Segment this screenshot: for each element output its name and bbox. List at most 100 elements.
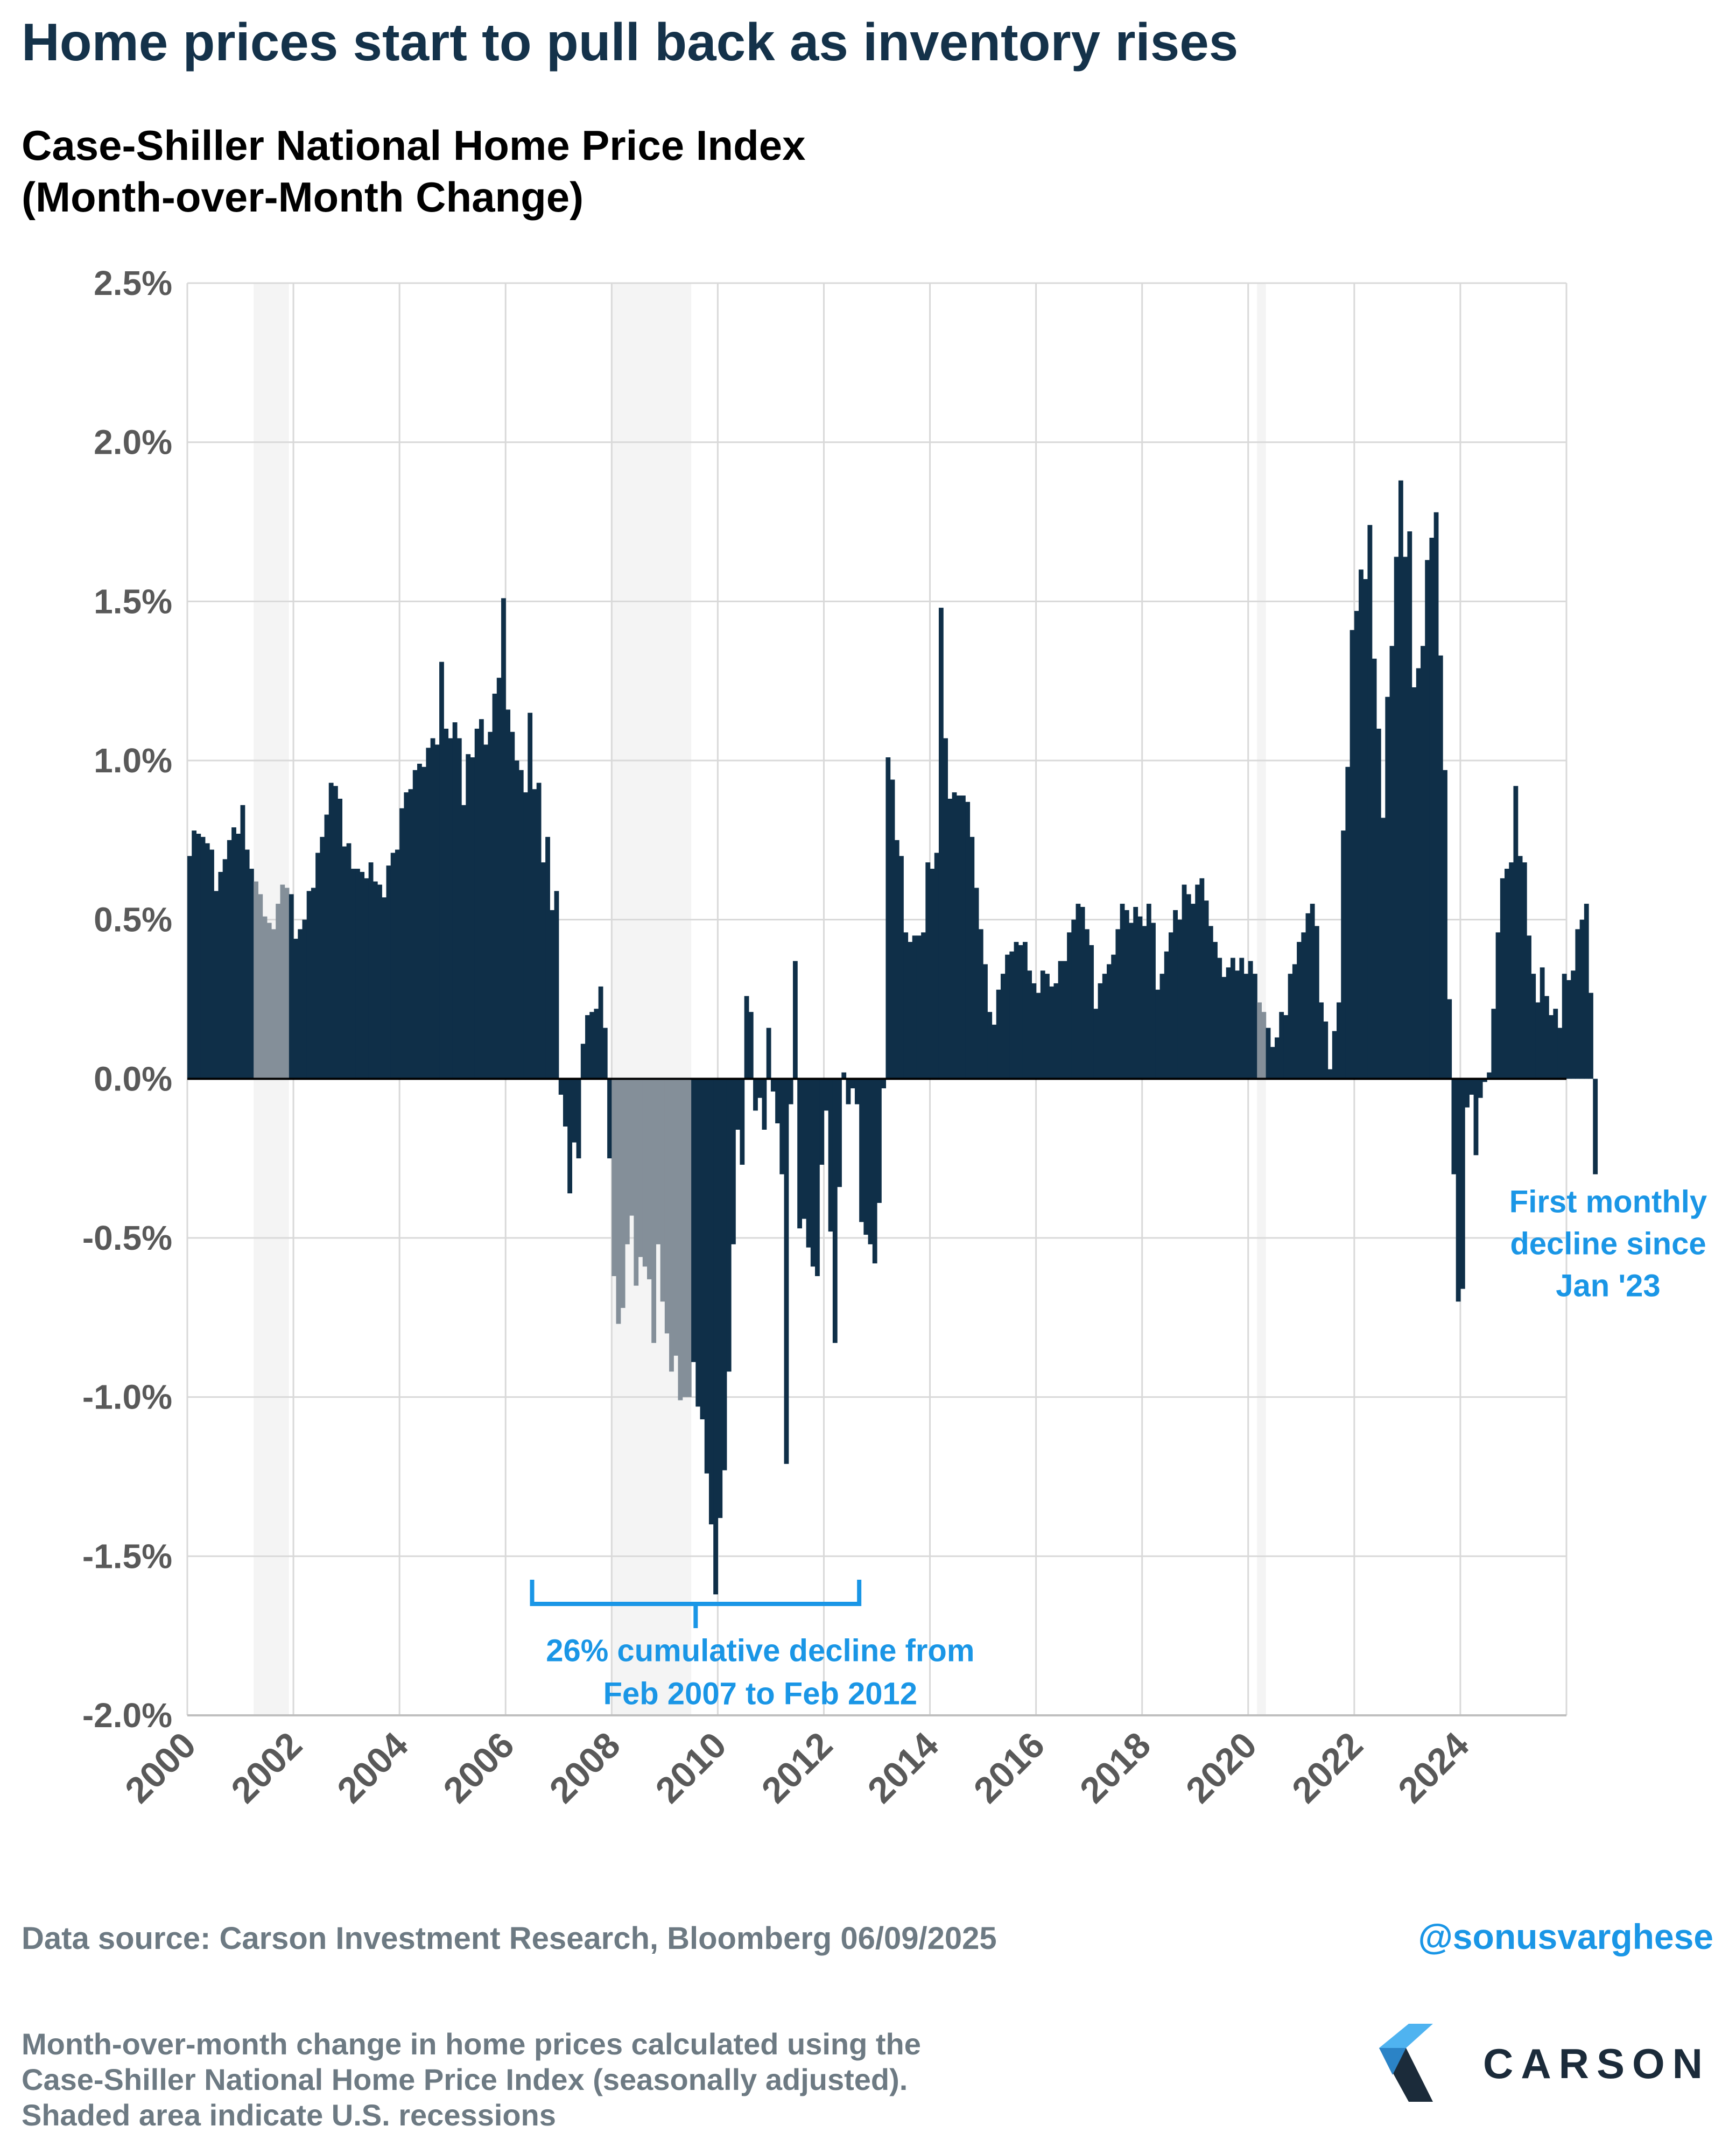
bar	[1115, 929, 1121, 1079]
bar	[1531, 974, 1536, 1079]
bar	[841, 1072, 847, 1079]
y-tick-label: -0.5%	[82, 1219, 172, 1257]
bar	[713, 1079, 718, 1595]
author-handle[interactable]: @sonusvarghese	[1418, 1917, 1713, 1956]
bar	[302, 919, 307, 1079]
bar	[240, 805, 245, 1079]
bar	[1589, 992, 1593, 1079]
bar	[779, 1079, 785, 1174]
bar	[1549, 1015, 1554, 1079]
bar	[740, 1079, 745, 1165]
bar	[708, 1079, 714, 1525]
bar	[501, 598, 506, 1079]
bar	[1022, 942, 1028, 1079]
bar	[1053, 983, 1059, 1079]
bar	[846, 1079, 851, 1104]
bar	[1433, 512, 1439, 1079]
bar	[479, 719, 484, 1079]
bar	[214, 891, 219, 1079]
bar	[682, 1079, 687, 1397]
bar	[1482, 1079, 1487, 1082]
bar	[1372, 658, 1377, 1079]
bar-chart: 2.5% 2.0% 1.5% 1.0% 0.5% 0.0% -0.5% -1.0% -1.5% -…	[82, 264, 1707, 1811]
bar	[461, 805, 466, 1079]
bar	[1411, 687, 1417, 1079]
bar	[930, 869, 935, 1079]
bar	[1332, 1031, 1337, 1079]
bar	[271, 929, 276, 1079]
bar	[1376, 728, 1381, 1079]
bar	[580, 1044, 586, 1079]
bar	[1429, 538, 1435, 1079]
carson-logo-text: CARSON	[1482, 2040, 1710, 2087]
bar	[1213, 942, 1218, 1079]
bar	[328, 783, 334, 1079]
bar	[254, 881, 258, 1079]
x-tick-label: 2012	[754, 1724, 840, 1811]
bar	[638, 1079, 643, 1257]
bar	[395, 849, 400, 1079]
bar	[757, 1079, 763, 1098]
bar	[634, 1079, 639, 1286]
bar	[545, 836, 550, 1079]
bar	[1252, 974, 1257, 1079]
bar	[890, 779, 895, 1079]
bar	[810, 1079, 816, 1267]
bar	[572, 1079, 577, 1143]
bar	[280, 884, 285, 1079]
first-decline-annotation-line3: Jan '23	[1556, 1269, 1660, 1304]
bar	[1305, 913, 1311, 1079]
bar	[1191, 904, 1196, 1079]
bar	[748, 1012, 754, 1079]
bar	[775, 1079, 780, 1124]
bar	[1517, 856, 1523, 1079]
bars	[187, 480, 1598, 1595]
bar	[368, 862, 374, 1079]
bar	[187, 856, 192, 1079]
bar	[1407, 531, 1412, 1079]
bar	[1469, 1079, 1474, 1095]
bar	[196, 834, 201, 1079]
bar	[227, 840, 232, 1079]
bar	[1080, 907, 1085, 1079]
bar	[536, 783, 542, 1079]
bar	[1221, 977, 1227, 1079]
footnote-line-3: Shaded area indicate U.S. recessions	[22, 2098, 556, 2132]
bar	[488, 731, 493, 1079]
bar	[1071, 919, 1077, 1079]
bar	[1562, 974, 1567, 1079]
bar	[664, 1079, 670, 1334]
bar	[1146, 904, 1151, 1079]
bar	[1416, 668, 1421, 1079]
bar	[770, 1079, 776, 1092]
bar	[744, 996, 749, 1079]
bar	[1522, 862, 1527, 1079]
bar	[673, 1079, 679, 1356]
bar	[1566, 980, 1571, 1079]
first-decline-annotation-line2: decline since	[1510, 1227, 1706, 1262]
bar	[1323, 1021, 1329, 1079]
bar	[426, 748, 431, 1079]
bar	[1314, 926, 1319, 1079]
bar	[863, 1079, 869, 1235]
bar	[399, 808, 404, 1079]
bar	[585, 1015, 590, 1079]
bar	[1593, 1079, 1598, 1174]
bar	[629, 1079, 634, 1216]
bar	[925, 862, 931, 1079]
bar	[1009, 951, 1015, 1079]
bar	[1571, 970, 1576, 1079]
bar	[1363, 579, 1368, 1079]
bar	[1495, 932, 1501, 1079]
bar	[1049, 986, 1055, 1079]
bar	[249, 869, 254, 1079]
bar	[1062, 961, 1067, 1079]
bar	[788, 1079, 793, 1104]
bar	[390, 853, 396, 1079]
chart-title: Home prices start to pull back as invent…	[22, 12, 1239, 72]
bar	[444, 728, 449, 1079]
bar	[837, 1079, 842, 1187]
bar	[1283, 1015, 1289, 1079]
bar	[616, 1079, 621, 1324]
data-source: Data source: Carson Investment Research,…	[22, 1921, 997, 1956]
